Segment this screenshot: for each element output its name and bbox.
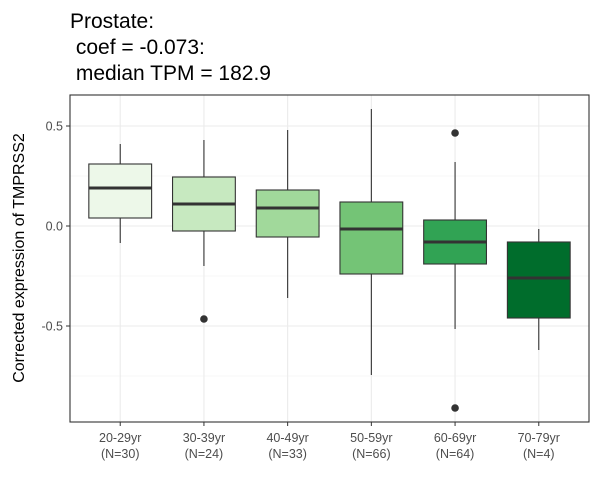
- box: [339, 201, 404, 275]
- x-tick-count: (N=66): [352, 447, 391, 461]
- x-tick-count: (N=30): [101, 447, 140, 461]
- x-tick-label: 70-79yr: [518, 431, 560, 445]
- chart-title-line: coef = -0.073:: [70, 36, 205, 59]
- outlier: [451, 404, 459, 412]
- y-tick-label: -0.5: [41, 320, 63, 334]
- x-tick-count: (N=33): [268, 447, 307, 461]
- chart-title-line: median TPM = 182.9: [70, 62, 271, 85]
- box: [506, 241, 571, 319]
- x-tick-label: 60-69yr: [434, 431, 476, 445]
- y-tick-label: 0.5: [46, 120, 63, 134]
- x-tick-count: (N=64): [436, 447, 475, 461]
- x-tick-label: 40-49yr: [266, 431, 308, 445]
- x-tick-label: 20-29yr: [99, 431, 141, 445]
- x-tick-label: 50-59yr: [350, 431, 392, 445]
- x-tick-count: (N=4): [523, 447, 555, 461]
- box: [88, 163, 153, 219]
- chart-title-line: Prostate:: [70, 10, 154, 33]
- outlier: [200, 315, 208, 323]
- y-axis-label: Corrected expression of TMPRSS2: [11, 133, 28, 383]
- x-tick-count: (N=24): [185, 447, 224, 461]
- x-tick-label: 30-39yr: [183, 431, 225, 445]
- y-tick-label: 0.0: [46, 220, 63, 234]
- outlier: [451, 129, 459, 137]
- panel-border: [69, 94, 590, 423]
- box: [255, 189, 320, 238]
